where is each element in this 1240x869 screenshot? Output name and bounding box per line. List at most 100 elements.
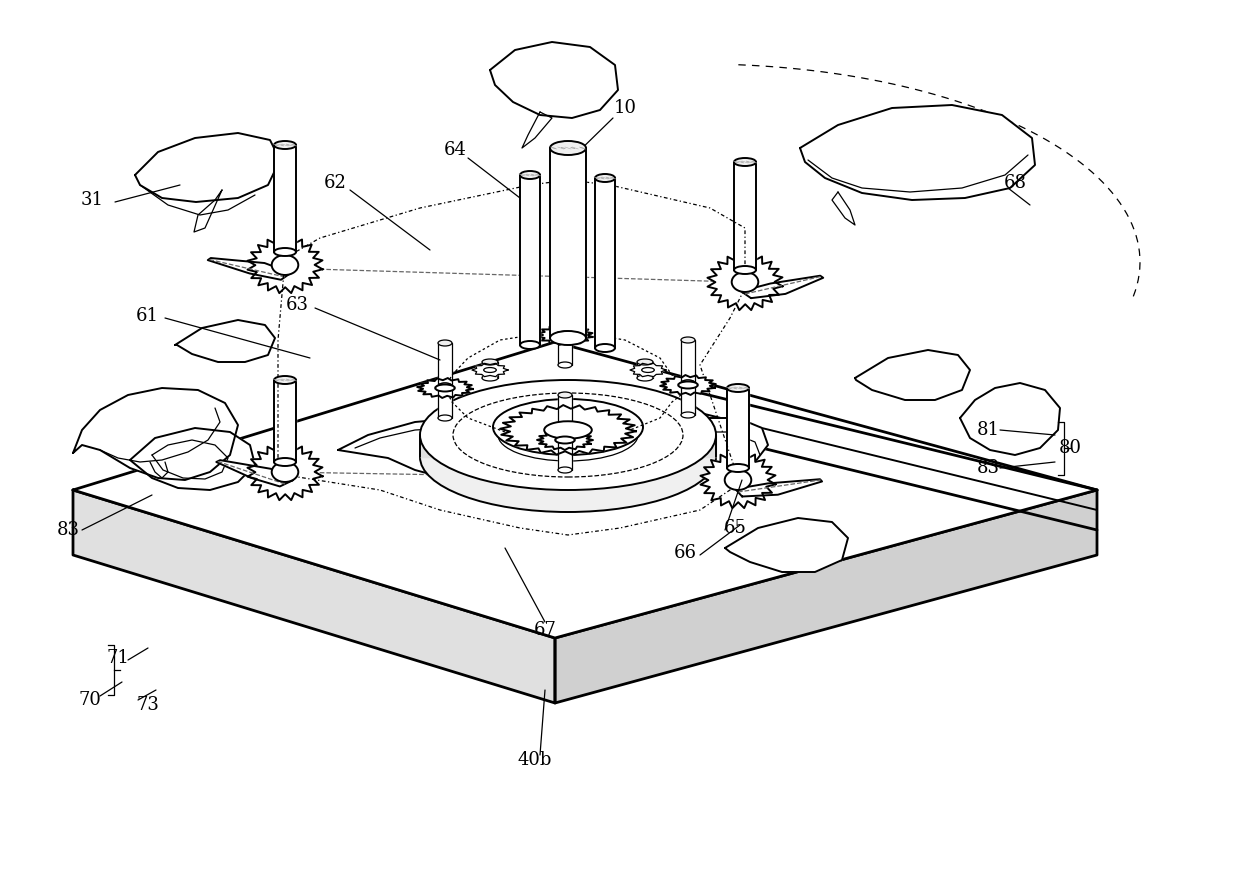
Polygon shape: [438, 386, 453, 418]
Ellipse shape: [482, 375, 498, 381]
Ellipse shape: [556, 436, 575, 443]
Ellipse shape: [520, 171, 539, 179]
Polygon shape: [73, 490, 556, 703]
Polygon shape: [482, 362, 498, 378]
Text: 68: 68: [1003, 174, 1027, 192]
Polygon shape: [660, 375, 715, 395]
Ellipse shape: [494, 399, 644, 455]
Ellipse shape: [420, 402, 715, 512]
Text: 66: 66: [673, 544, 697, 562]
Ellipse shape: [732, 272, 759, 292]
Ellipse shape: [558, 362, 572, 368]
Polygon shape: [193, 190, 222, 232]
Ellipse shape: [420, 380, 715, 490]
Polygon shape: [734, 162, 756, 270]
Polygon shape: [417, 378, 472, 398]
Polygon shape: [551, 148, 587, 338]
Ellipse shape: [438, 415, 453, 421]
Polygon shape: [135, 133, 280, 202]
Ellipse shape: [637, 359, 653, 365]
Ellipse shape: [484, 368, 496, 373]
Polygon shape: [520, 175, 539, 345]
Polygon shape: [558, 333, 572, 365]
Text: 81: 81: [977, 421, 999, 439]
Text: 64: 64: [444, 141, 466, 159]
Polygon shape: [130, 428, 255, 490]
Polygon shape: [216, 461, 293, 487]
Ellipse shape: [558, 330, 572, 336]
Ellipse shape: [727, 384, 749, 392]
Ellipse shape: [734, 158, 756, 166]
Polygon shape: [708, 254, 782, 310]
Text: 61: 61: [135, 307, 159, 325]
Text: 31: 31: [81, 191, 103, 209]
Polygon shape: [742, 275, 823, 298]
Polygon shape: [274, 145, 296, 252]
Ellipse shape: [681, 412, 694, 418]
Polygon shape: [735, 479, 822, 496]
Polygon shape: [339, 418, 538, 478]
Polygon shape: [472, 363, 508, 376]
Polygon shape: [248, 237, 322, 293]
Ellipse shape: [556, 331, 575, 339]
Polygon shape: [420, 435, 715, 457]
Polygon shape: [248, 444, 322, 501]
Text: 67: 67: [533, 621, 557, 639]
Polygon shape: [625, 418, 768, 476]
Ellipse shape: [482, 359, 498, 365]
Ellipse shape: [551, 141, 587, 155]
Ellipse shape: [558, 435, 572, 441]
Polygon shape: [208, 258, 291, 280]
Polygon shape: [274, 380, 296, 462]
Text: 62: 62: [324, 174, 346, 192]
Polygon shape: [800, 105, 1035, 200]
Text: 40b: 40b: [518, 751, 552, 769]
Ellipse shape: [681, 337, 694, 343]
Polygon shape: [175, 320, 275, 362]
Ellipse shape: [678, 381, 698, 388]
Ellipse shape: [274, 141, 296, 149]
Polygon shape: [960, 383, 1060, 455]
Text: 10: 10: [614, 99, 636, 117]
Polygon shape: [701, 452, 775, 508]
Polygon shape: [500, 405, 636, 455]
Polygon shape: [558, 290, 572, 333]
Ellipse shape: [724, 470, 751, 490]
Ellipse shape: [681, 380, 694, 386]
Ellipse shape: [438, 383, 453, 389]
Polygon shape: [537, 325, 593, 345]
Ellipse shape: [727, 464, 749, 472]
Polygon shape: [558, 395, 572, 438]
Ellipse shape: [558, 467, 572, 473]
Polygon shape: [856, 350, 970, 400]
Polygon shape: [490, 42, 618, 118]
Ellipse shape: [274, 376, 296, 384]
Polygon shape: [522, 112, 552, 148]
Polygon shape: [630, 363, 666, 376]
Ellipse shape: [274, 248, 296, 256]
Text: 70: 70: [78, 691, 102, 709]
Polygon shape: [537, 430, 593, 450]
Ellipse shape: [558, 392, 572, 398]
Ellipse shape: [595, 174, 615, 182]
Polygon shape: [73, 342, 1097, 638]
Ellipse shape: [681, 380, 694, 386]
Polygon shape: [438, 343, 453, 386]
Ellipse shape: [272, 462, 299, 482]
Ellipse shape: [435, 384, 455, 392]
Ellipse shape: [558, 435, 572, 441]
Polygon shape: [595, 178, 615, 348]
Polygon shape: [832, 192, 856, 225]
Text: 83: 83: [57, 521, 79, 539]
Ellipse shape: [272, 255, 299, 275]
Ellipse shape: [438, 340, 453, 346]
Ellipse shape: [544, 421, 591, 439]
Text: 65: 65: [724, 519, 746, 537]
Text: 80: 80: [1059, 439, 1081, 457]
Ellipse shape: [558, 330, 572, 336]
Polygon shape: [637, 362, 653, 378]
Text: 63: 63: [285, 296, 309, 314]
Polygon shape: [681, 340, 694, 383]
Ellipse shape: [637, 375, 653, 381]
Polygon shape: [73, 388, 238, 480]
